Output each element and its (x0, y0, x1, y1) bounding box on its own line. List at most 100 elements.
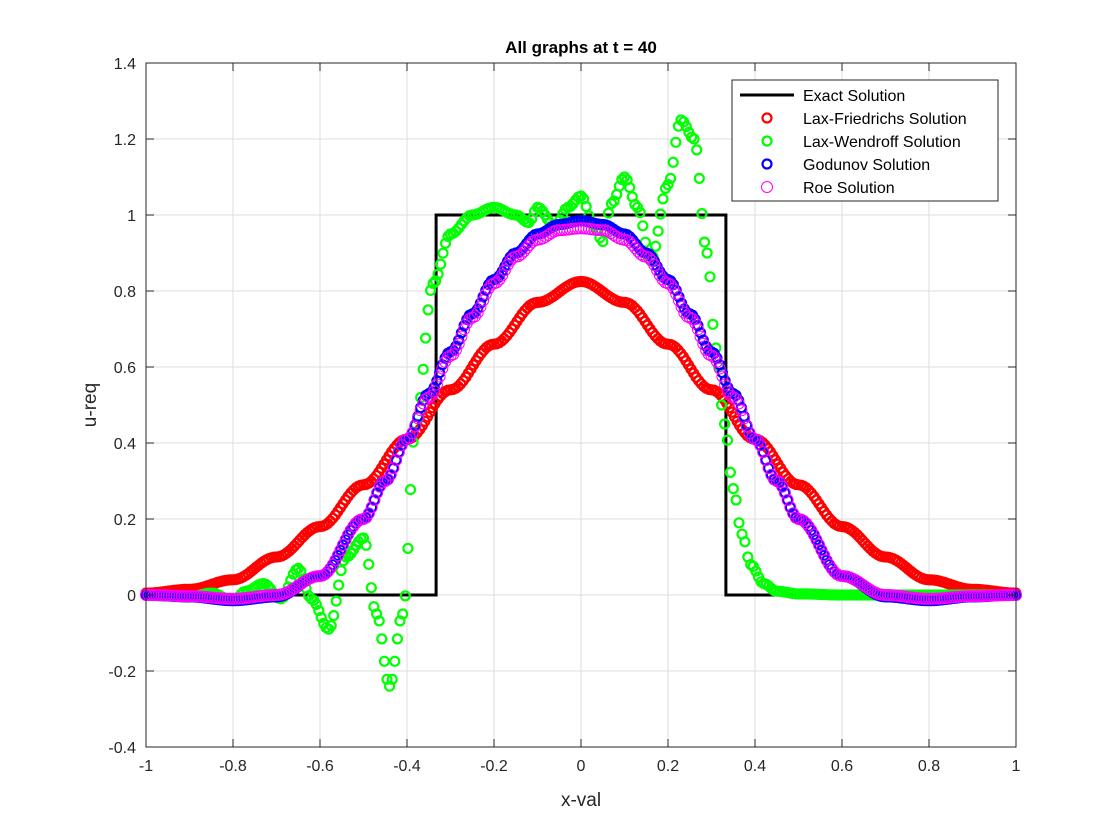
x-axis-label: x-val (561, 790, 601, 811)
data-point (474, 301, 487, 313)
legend-entry: Lax-Friedrichs Solution (761, 111, 967, 128)
data-point (597, 236, 609, 248)
legend-label: Exact Solution (803, 88, 905, 105)
data-point (477, 294, 490, 307)
data-point (435, 258, 447, 270)
data-point (784, 501, 796, 513)
data-point (634, 206, 646, 219)
data-point (411, 412, 424, 425)
data-point (437, 247, 449, 259)
data-point (680, 120, 692, 133)
legend-entry: Lax-Wendroff Solution (761, 134, 961, 151)
data-point (691, 323, 704, 336)
data-point (732, 397, 745, 410)
x-tick-label: 0.4 (744, 758, 766, 775)
data-point (672, 294, 685, 307)
data-point (142, 589, 155, 601)
data-point (428, 385, 441, 398)
data-point (966, 590, 979, 603)
data-point (376, 633, 388, 645)
data-point (813, 538, 825, 551)
data-point (719, 378, 732, 391)
legend-label: Roe Solution (803, 180, 895, 197)
data-point (455, 330, 468, 343)
data-point (373, 615, 385, 627)
data-point (768, 473, 780, 486)
data-point (920, 592, 933, 605)
data-point (450, 225, 462, 237)
data-point (616, 173, 628, 186)
data-point (608, 195, 620, 207)
data-point (733, 517, 745, 529)
data-point (414, 404, 427, 417)
y-tick-label: 0.4 (114, 436, 136, 453)
legend-marker-swatch (761, 112, 773, 124)
y-tick-label: 0.2 (114, 512, 136, 529)
data-point (693, 172, 705, 184)
data-point (740, 420, 753, 433)
data-point (384, 680, 396, 692)
data-point (649, 240, 662, 252)
data-point (436, 362, 449, 375)
data-point (378, 655, 390, 667)
data-point (698, 236, 711, 248)
data-point (267, 589, 280, 601)
data-point (545, 227, 558, 240)
data-point (667, 282, 680, 295)
series-layer (140, 114, 1022, 692)
data-point (376, 476, 389, 489)
y-tick-label: 0.6 (114, 360, 136, 377)
data-point (697, 337, 710, 350)
data-point (701, 247, 713, 259)
x-tick-label: -0.6 (306, 758, 334, 775)
data-point (227, 592, 239, 605)
x-tick-label: -0.4 (393, 758, 421, 775)
chart-title: All graphs at t = 40 (505, 38, 657, 57)
data-point (365, 582, 377, 594)
data-point (391, 633, 403, 645)
data-point (715, 399, 728, 411)
data-point (754, 439, 767, 452)
data-point (762, 462, 775, 474)
data-point (469, 310, 481, 323)
legend-entry: Godunov Solution (761, 157, 930, 174)
data-point (696, 208, 708, 220)
data-point (969, 590, 982, 603)
data-point (613, 180, 625, 192)
x-tick-label: 0.2 (657, 758, 679, 775)
data-point (409, 420, 422, 433)
y-tick-label: 1.2 (114, 132, 136, 149)
data-point (713, 362, 726, 375)
data-point (432, 268, 444, 280)
data-point (458, 323, 471, 336)
data-point (602, 207, 615, 219)
data-point (362, 507, 375, 520)
data-point (657, 193, 669, 205)
data-point (310, 598, 322, 611)
x-tick-label: 0 (577, 758, 586, 775)
data-point (689, 317, 702, 330)
data-point (654, 208, 667, 220)
data-point (923, 592, 935, 605)
data-point (430, 378, 443, 391)
data-point (961, 590, 974, 603)
legend-label: Godunov Solution (803, 157, 930, 174)
legend-box (731, 79, 999, 202)
data-point (735, 404, 748, 417)
data-point (325, 619, 337, 632)
data-point (402, 542, 414, 555)
data-point (371, 486, 384, 499)
data-point (425, 284, 437, 296)
data-point (224, 592, 237, 605)
data-point (180, 590, 193, 603)
y-tick-label: 0.8 (114, 284, 136, 301)
legend: Exact Solution Lax-Friedrichs Solution Lax… (731, 79, 999, 202)
data-point (707, 318, 719, 330)
legend-entry: Roe Solution (761, 180, 895, 197)
data-point (333, 579, 345, 591)
data-point (463, 313, 476, 325)
data-point (449, 344, 462, 356)
data-point (360, 539, 372, 551)
data-point (363, 558, 375, 570)
